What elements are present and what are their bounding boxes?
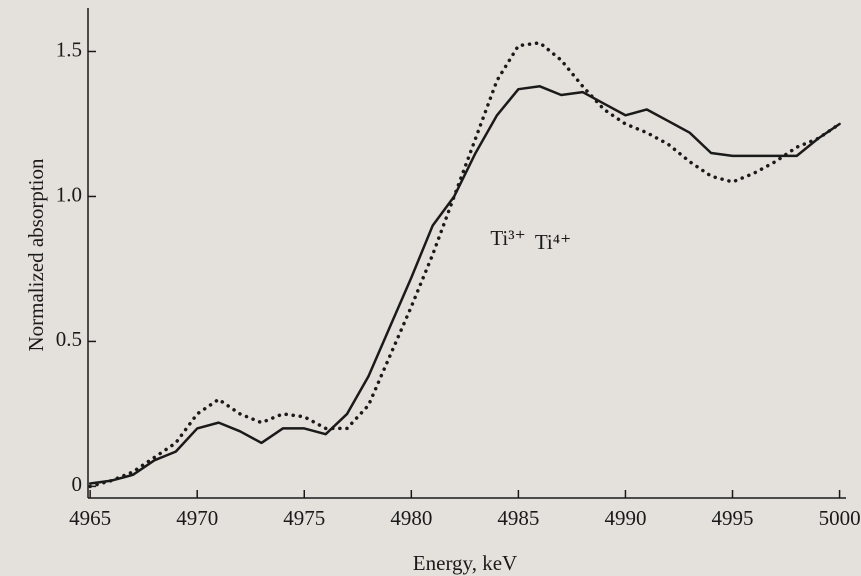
x-tick-label: 4990 (604, 506, 646, 530)
annotation: Ti⁴⁺ (535, 230, 571, 254)
x-tick-label: 4970 (176, 506, 218, 530)
x-tick-label: 4995 (712, 506, 754, 530)
series-line (88, 85, 841, 485)
y-tick-label: 0.5 (56, 327, 82, 351)
y-tick-label: 1.5 (56, 37, 82, 61)
y-tick-label: 1.0 (56, 182, 82, 206)
x-tick-label: 5000 (819, 506, 861, 530)
x-tick-label: 4975 (283, 506, 325, 530)
x-axis-label: Energy, keV (413, 551, 517, 575)
annotation: Ti³⁺ (490, 226, 525, 250)
y-axis-label: Normalized absorption (24, 158, 48, 352)
x-tick-label: 4980 (390, 506, 432, 530)
y-tick-label: 0 (72, 472, 83, 496)
x-tick-label: 4965 (69, 506, 111, 530)
x-tick-label: 4985 (497, 506, 539, 530)
series-line (88, 41, 842, 489)
